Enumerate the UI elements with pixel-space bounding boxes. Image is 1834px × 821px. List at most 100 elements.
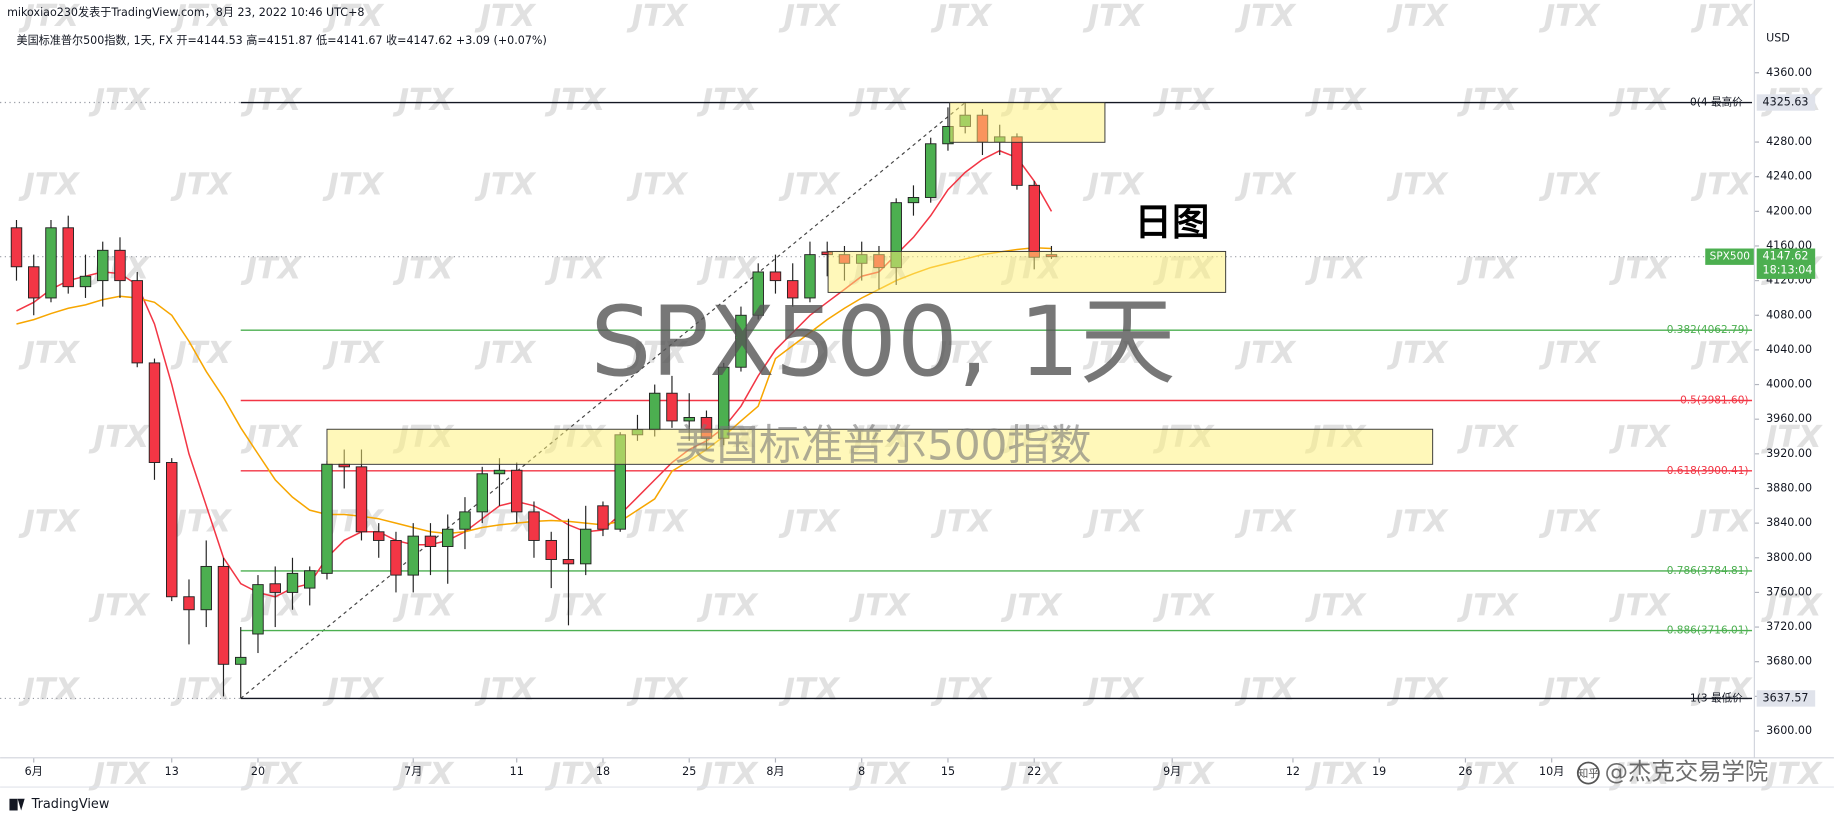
watermark-pattern: JTX: [1538, 0, 1601, 34]
candle-body: [424, 535, 437, 547]
candle-body: [786, 280, 799, 299]
axis-tag-label: 3637.57: [1763, 691, 1809, 704]
watermark-pattern: JTX: [1000, 757, 1063, 792]
watermark-pattern: JTX: [1690, 504, 1753, 539]
watermark-pattern: JTX: [240, 588, 303, 623]
watermark-pattern: JTX: [930, 336, 993, 371]
watermark-pattern: JTX: [1152, 588, 1215, 623]
watermark-pattern: JTX: [1456, 757, 1519, 792]
watermark-pattern: JTX: [170, 336, 233, 371]
y-tick-label: 3960.00: [1766, 412, 1812, 425]
watermark-pattern: JTX: [1082, 336, 1145, 371]
candle-body: [28, 266, 40, 299]
x-tick-label: 9月: [1163, 765, 1181, 778]
watermark-pattern: JTX: [240, 757, 303, 792]
watermark-pattern: JTX: [1000, 588, 1063, 623]
axis-tag: [1756, 94, 1816, 111]
candle-body: [528, 511, 540, 541]
watermark-pattern: JTX: [17, 504, 80, 539]
x-tick-label: 19: [1372, 765, 1386, 778]
y-tick-label: 3760.00: [1766, 585, 1812, 598]
y-tick-label: 3920.00: [1766, 447, 1812, 460]
y-tick-label: 3600.00: [1766, 724, 1812, 737]
watermark-pattern: JTX: [544, 757, 607, 792]
watermark-pattern: JTX: [930, 673, 993, 708]
y-tick-label: 4040.00: [1766, 343, 1812, 356]
candle-body: [97, 249, 109, 282]
footer: TradingView: [31, 797, 110, 812]
y-tick-label: 4080.00: [1766, 308, 1812, 321]
credit-icon: [1576, 761, 1600, 785]
header: mikoxiao230发表于TradingView.com，8月 23, 202…: [7, 5, 364, 19]
candle-body: [390, 539, 402, 576]
watermark-pattern: JTX: [626, 673, 689, 708]
watermark-pattern: JTX: [1690, 0, 1753, 34]
currency: USD: [1766, 32, 1790, 45]
watermark-pattern: JTX: [1386, 0, 1449, 34]
candle-body: [79, 275, 92, 288]
candle-body: [234, 656, 247, 665]
candle-body: [321, 463, 333, 574]
candle-body: [769, 271, 782, 282]
candle-body: [666, 392, 678, 422]
candle-body: [459, 511, 471, 530]
watermark-pattern: JTX: [1760, 588, 1823, 623]
x-tick-label: 6月: [25, 765, 43, 778]
watermark-pattern: JTX: [848, 588, 911, 623]
y-tick-label: 3680.00: [1766, 655, 1812, 668]
watermark-pattern: JTX: [1152, 83, 1215, 118]
watermark-pattern: JTX: [474, 0, 537, 34]
watermark-pattern: JTX: [392, 83, 455, 118]
candle-body: [493, 469, 506, 475]
watermark-pattern: JTX: [1082, 0, 1145, 34]
watermark-pattern: JTX: [1386, 504, 1449, 539]
watermark-pattern: JTX: [778, 673, 841, 708]
watermark-pattern: JTX: [1538, 504, 1601, 539]
candle-body: [648, 392, 661, 431]
y-tick-label: 4200.00: [1766, 204, 1812, 217]
tradingview-logo: [9, 798, 25, 811]
watermark-pattern: JTX: [322, 673, 385, 708]
candle-body: [200, 565, 212, 611]
x-tick-label: 8月: [766, 765, 784, 778]
watermark-pattern: JTX: [240, 252, 303, 287]
watermark-pattern: JTX: [778, 504, 841, 539]
fib-label: 0.382(4062.79): [1667, 324, 1749, 336]
candle-body: [1011, 136, 1023, 186]
watermark-pattern: JTX: [544, 588, 607, 623]
candle-body: [286, 572, 299, 593]
axis-tag: [1756, 690, 1816, 707]
watermark-pattern: JTX: [1082, 673, 1145, 708]
watermark-pattern: JTX: [170, 504, 233, 539]
x-tick-label: 26: [1458, 765, 1472, 778]
candle-body: [562, 559, 575, 565]
fib-note: 最低价: [1711, 691, 1743, 704]
watermark-pattern: JTX: [1608, 252, 1671, 287]
candle-body: [735, 314, 747, 368]
watermark-pattern: JTX: [1608, 588, 1671, 623]
candle-body: [545, 539, 557, 560]
watermark-pattern: JTX: [240, 420, 303, 455]
x-tick-label: 25: [682, 765, 696, 778]
watermark-pattern: JTX: [1690, 167, 1753, 202]
candle-body: [476, 473, 488, 513]
watermark-pattern: JTX: [848, 83, 911, 118]
watermark-pattern: JTX: [1456, 420, 1519, 455]
candle-body: [372, 531, 385, 541]
watermark-pattern: JTX: [88, 588, 151, 623]
watermark-pattern: JTX: [392, 757, 455, 792]
last-price-box: [1756, 248, 1816, 279]
candle-body: [45, 227, 57, 299]
y-tick-label: 3880.00: [1766, 481, 1812, 494]
watermark-pattern: JTX: [17, 0, 80, 34]
y-tick-label: 4240.00: [1766, 170, 1812, 183]
x-tick-label: 7月: [404, 765, 422, 778]
zone: [326, 428, 1434, 465]
watermark-pattern: JTX: [1082, 504, 1145, 539]
watermark-pattern: JTX: [1538, 336, 1601, 371]
candle-body: [166, 462, 178, 598]
watermark-pattern: JTX: [1608, 420, 1671, 455]
watermark-pattern: JTX: [474, 167, 537, 202]
candle-body: [114, 249, 126, 282]
watermark-pattern: JTX: [930, 0, 993, 34]
